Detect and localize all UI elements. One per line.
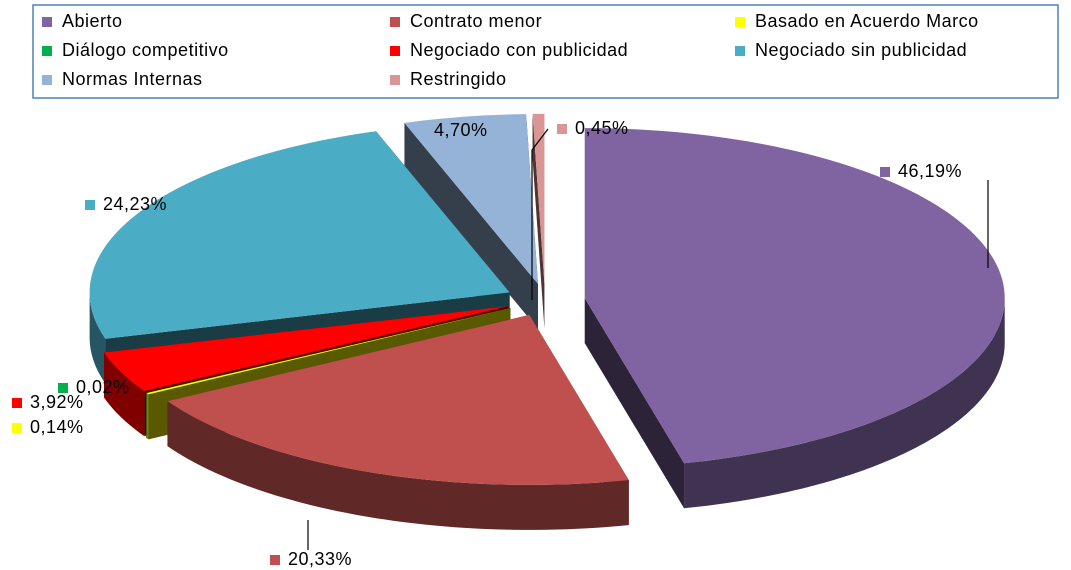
legend-swatch bbox=[735, 17, 745, 27]
legend-swatch bbox=[735, 46, 745, 56]
slice-top bbox=[89, 131, 510, 339]
slice-top bbox=[532, 113, 545, 284]
legend-label: Basado en Acuerdo Marco bbox=[755, 11, 979, 31]
legend-label: Abierto bbox=[62, 11, 123, 31]
pie bbox=[89, 113, 1005, 530]
slice-side bbox=[89, 292, 106, 384]
legend-swatch bbox=[390, 75, 400, 85]
data-label: 0,02% bbox=[76, 377, 130, 397]
label-swatch bbox=[12, 398, 22, 408]
label-swatch bbox=[416, 126, 426, 136]
label-swatch bbox=[85, 200, 95, 210]
slice-side bbox=[146, 393, 149, 440]
slice bbox=[167, 314, 629, 530]
slice-side bbox=[167, 401, 629, 530]
slice-top bbox=[146, 308, 511, 394]
label-swatch bbox=[880, 167, 890, 177]
legend-swatch bbox=[390, 46, 400, 56]
data-label: 4,70% bbox=[434, 120, 488, 140]
legend-label: Normas Internas bbox=[62, 69, 203, 89]
legend-label: Restringido bbox=[410, 69, 507, 89]
data-label: 3,92% bbox=[30, 392, 84, 412]
data-label: 20,33% bbox=[288, 549, 352, 569]
data-label: 0,14% bbox=[30, 417, 84, 437]
label-swatch bbox=[557, 124, 567, 134]
data-label: 24,23% bbox=[103, 194, 167, 214]
label-swatch bbox=[12, 423, 22, 433]
slice-cut-face bbox=[584, 298, 685, 509]
legend-swatch bbox=[42, 17, 52, 27]
slice-side bbox=[684, 298, 1005, 509]
label-swatch bbox=[270, 555, 280, 565]
legend-label: Negociado sin publicidad bbox=[755, 40, 967, 60]
legend-swatch bbox=[42, 75, 52, 85]
slice-top bbox=[404, 114, 538, 285]
legend-label: Contrato menor bbox=[410, 11, 542, 31]
legend-swatch bbox=[390, 17, 400, 27]
slice-top bbox=[167, 314, 629, 485]
slice-top bbox=[103, 306, 509, 392]
label-swatch bbox=[58, 383, 68, 393]
data-label: 46,19% bbox=[898, 161, 962, 181]
legend-label: Diálogo competitivo bbox=[62, 40, 229, 60]
legend-box bbox=[32, 4, 1059, 99]
slice-cut-face bbox=[404, 122, 538, 330]
slice-top bbox=[584, 128, 1005, 464]
slice bbox=[584, 128, 1005, 509]
data-label: 0,45% bbox=[575, 118, 629, 138]
legend-swatch bbox=[42, 46, 52, 56]
leader-line bbox=[531, 128, 549, 300]
slice bbox=[532, 113, 545, 329]
slice-cut-face bbox=[532, 113, 545, 329]
slice-side bbox=[103, 352, 145, 437]
legend-label: Negociado con publicidad bbox=[410, 40, 628, 60]
slice-top bbox=[146, 308, 511, 395]
